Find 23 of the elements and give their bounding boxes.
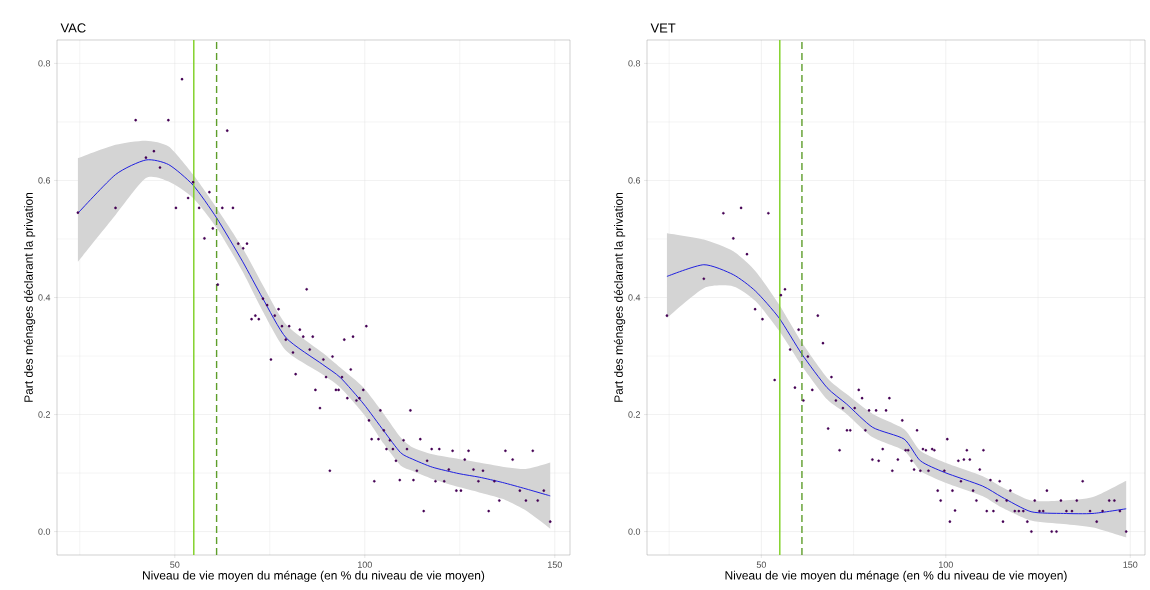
chart-title: VET [650, 23, 676, 33]
y-tick-label: 0.4 [628, 294, 641, 301]
y-tick-label: 0.8 [628, 60, 641, 67]
x-tick-label: 100 [939, 561, 953, 568]
y-tick-label: 0.6 [628, 177, 641, 184]
chart-title: VAC [60, 23, 86, 33]
y-axis-title: Part des ménages déclarant la privation [23, 192, 36, 402]
y-tick-label: 0.8 [38, 60, 51, 67]
y-tick-label: 0.2 [628, 411, 641, 418]
x-axis-title: Niveau de vie moyen du ménage (en % du niveau de vie moyen) [725, 570, 1067, 582]
x-tick-label: 50 [756, 561, 766, 568]
x-tick-label: 150 [548, 561, 562, 568]
x-tick-label: 150 [1123, 561, 1138, 568]
x-axis-title: Niveau de vie moyen du ménage (en % du niveau de vie moyen) [143, 570, 485, 582]
line-series [666, 264, 1127, 515]
x-tick-label: 100 [358, 561, 372, 568]
y-axis-title: Part des ménages déclarant la privation [613, 192, 626, 402]
y-tick-label: 0.0 [38, 528, 51, 535]
y-tick-label: 0.4 [38, 294, 51, 301]
x-tick-label: 50 [170, 561, 180, 568]
y-tick-label: 0.2 [38, 411, 51, 418]
y-tick-label: 0.6 [38, 177, 51, 184]
y-tick-label: 0.0 [628, 528, 641, 535]
